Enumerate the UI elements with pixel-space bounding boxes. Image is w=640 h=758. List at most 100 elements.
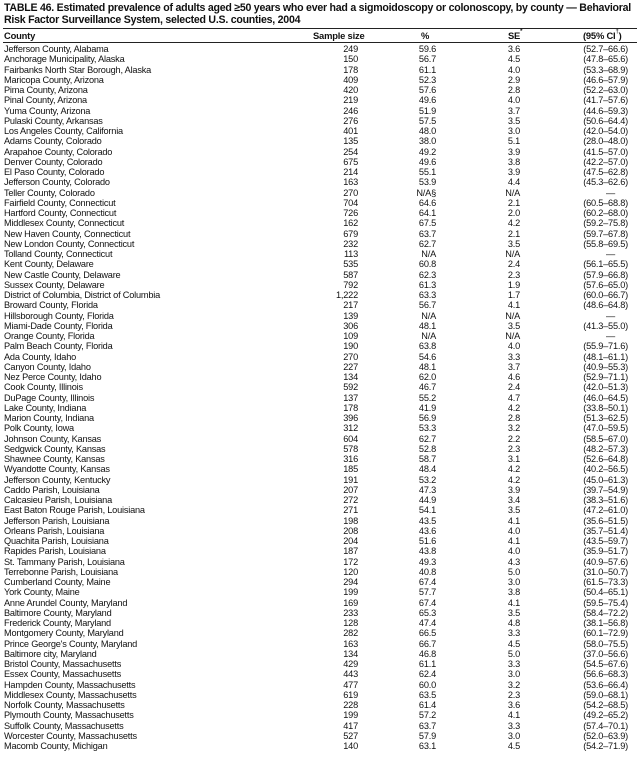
cell-sample-size: 619	[343, 689, 358, 700]
cell-se: 4.3	[507, 556, 520, 567]
cell-county: Jefferson County, Alabama	[4, 44, 109, 54]
cell-percent: 55.1	[418, 167, 436, 177]
table-row: District of Columbia, District of Columb…	[0, 290, 640, 300]
table-row: Suffolk County, Massachusetts 417 63.7 3.3 (…	[0, 721, 640, 731]
cell-ci: (41.5–57.0)	[583, 146, 628, 157]
cell-sample-size: 535	[343, 259, 358, 270]
table-row: New Castle County, Delaware 587 62.3 2.3 (57…	[0, 270, 640, 280]
cell-county: Denver County, Colorado	[4, 156, 103, 167]
cell-percent: 47.4	[418, 618, 436, 628]
table-row: Fairbanks North Star Borough, Alaska 178 6…	[0, 65, 640, 75]
table-row: Middlesex County, Connecticut 162 67.5 4.2 (…	[0, 218, 640, 228]
header-top-rule	[3, 28, 637, 29]
table-row: St. Tammany Parish, Louisiana 172 49.3 4.3 (…	[0, 557, 640, 567]
cell-se: 4.1	[507, 515, 520, 526]
cell-se: 2.3	[507, 443, 520, 454]
table-row: Worcester County, Massachusetts 527 57.9 3.…	[0, 731, 640, 741]
cell-county: Jefferson Parish, Louisiana	[4, 515, 110, 526]
table-row: Hillsborough County, Florida 139 N/A N/A —	[0, 311, 640, 321]
cell-percent: 54.6	[418, 351, 436, 362]
table-row: Terrebonne Parish, Louisiana 120 40.8 5.0 (3…	[0, 567, 640, 577]
cell-county: Orleans Parish, Louisiana	[4, 525, 105, 536]
cell-percent: 49.2	[418, 146, 436, 157]
cell-ci: (55.8–69.5)	[583, 238, 628, 249]
cell-ci: —	[606, 249, 615, 259]
cell-county: Pima County, Arizona	[4, 85, 88, 95]
cell-ci: (52.0–63.9)	[583, 730, 628, 741]
cell-ci: (60.1–72.9)	[583, 628, 628, 639]
cell-ci: (43.5–59.7)	[583, 536, 628, 546]
cell-se: 4.2	[507, 402, 520, 413]
table-row: Cumberland County, Maine 294 67.4 3.0 (61.5–…	[0, 577, 640, 587]
cell-se: 3.1	[507, 454, 520, 464]
table-row: Jefferson Parish, Louisiana 198 43.5 4.1 (35…	[0, 516, 640, 526]
table-row: Pinal County, Arizona 219 49.6 4.0 (41.7–57.…	[0, 95, 640, 105]
cell-ci: (44.6–59.3)	[583, 105, 628, 116]
cell-ci: (50.6–64.4)	[583, 115, 628, 126]
table-row: Maricopa County, Arizona 409 52.3 2.9 (46.6–…	[0, 75, 640, 85]
header-bottom-rule	[3, 42, 637, 43]
cell-ci: —	[606, 331, 615, 341]
cell-sample-size: 232	[343, 238, 358, 249]
table-row: Baltimore County, Maryland 233 65.3 3.5 (58.…	[0, 608, 640, 618]
table-row: Jefferson County, Kentucky 191 53.2 4.2 (45.…	[0, 475, 640, 485]
cell-sample-size: 162	[343, 218, 358, 229]
cell-county: New London County, Connecticut	[4, 238, 135, 249]
cell-sample-size: 429	[343, 659, 358, 669]
cell-se: 4.5	[507, 741, 520, 751]
cell-sample-size: 675	[343, 156, 358, 167]
cell-county: Nez Perce County, Idaho	[4, 372, 102, 382]
header-ci-label: (95% CI	[583, 30, 616, 41]
cell-ci: (59.7–67.8)	[583, 228, 628, 239]
cell-sample-size: 172	[343, 556, 358, 567]
table-row: Baltimore city, Maryland 134 46.8 5.0 (37.0–…	[0, 649, 640, 659]
cell-county: Marion County, Indiana	[4, 413, 94, 423]
cell-se: 2.1	[507, 197, 520, 208]
table-row: Yuma County, Arizona 246 51.9 3.7 (44.6–59.3…	[0, 106, 640, 116]
cell-ci: (33.8–50.1)	[583, 402, 628, 413]
cell-ci: (56.1–65.5)	[583, 259, 628, 270]
cell-county: Rapides Parish, Louisiana	[4, 546, 106, 557]
cell-se: 4.4	[507, 177, 520, 188]
cell-ci: (45.3–62.6)	[583, 177, 628, 188]
cell-se: 3.9	[507, 146, 520, 157]
cell-se: 3.5	[507, 238, 520, 249]
cell-county: Hampden County, Massachusetts	[4, 679, 136, 690]
cell-percent: 49.3	[418, 556, 436, 567]
cell-se: 4.0	[507, 525, 520, 536]
cell-se: 5.0	[507, 648, 520, 659]
cell-se: 4.5	[507, 638, 520, 649]
cell-sample-size: 137	[343, 392, 358, 403]
cell-county: Canyon County, Idaho	[4, 361, 91, 372]
cell-ci: (49.2–65.2)	[583, 710, 628, 721]
cell-percent: 60.0	[418, 679, 436, 690]
cell-percent: 60.8	[418, 259, 436, 270]
cell-ci: (59.0–68.1)	[583, 689, 628, 700]
table-row: Shawnee County, Kansas 316 58.7 3.1 (52.6–64…	[0, 454, 640, 464]
cell-ci: (52.2–63.0)	[583, 85, 628, 95]
cell-county: Cumberland County, Maine	[4, 577, 111, 587]
cell-county: York County, Maine	[4, 587, 80, 598]
cell-ci: (57.9–66.8)	[583, 269, 628, 280]
table-row: Montgomery County, Maryland 282 66.5 3.3 (60…	[0, 628, 640, 638]
table-row: New Haven County, Connecticut 679 63.7 2.1 (…	[0, 229, 640, 239]
cell-percent: 48.4	[418, 464, 436, 475]
cell-sample-size: 199	[343, 587, 358, 598]
cell-ci: (52.6–64.8)	[583, 454, 628, 464]
cell-percent: 52.3	[418, 74, 436, 85]
table-row: Norfolk County, Massachusetts 228 61.4 3.6 (…	[0, 700, 640, 710]
cell-ci: (35.9–51.7)	[583, 546, 628, 557]
cell-county: East Baton Rouge Parish, Louisiana	[4, 505, 145, 516]
cell-se: 3.5	[507, 320, 520, 331]
cell-ci: (40.9–55.3)	[583, 361, 628, 372]
cell-se: 4.0	[507, 64, 520, 75]
cell-se: 1.9	[507, 279, 520, 290]
cell-se: 4.6	[507, 372, 520, 382]
cell-percent: 63.8	[418, 341, 436, 352]
table-row: Polk County, Iowa 312 53.3 3.2 (47.0–59.5)	[0, 423, 640, 433]
table-row: Jefferson County, Alabama 249 59.6 3.6 (52.7…	[0, 44, 640, 54]
cell-ci: (42.0–54.0)	[583, 126, 628, 136]
cell-ci: (53.3–68.9)	[583, 64, 628, 75]
cell-county: Jefferson County, Colorado	[4, 177, 110, 188]
cell-percent: 58.7	[418, 454, 436, 464]
